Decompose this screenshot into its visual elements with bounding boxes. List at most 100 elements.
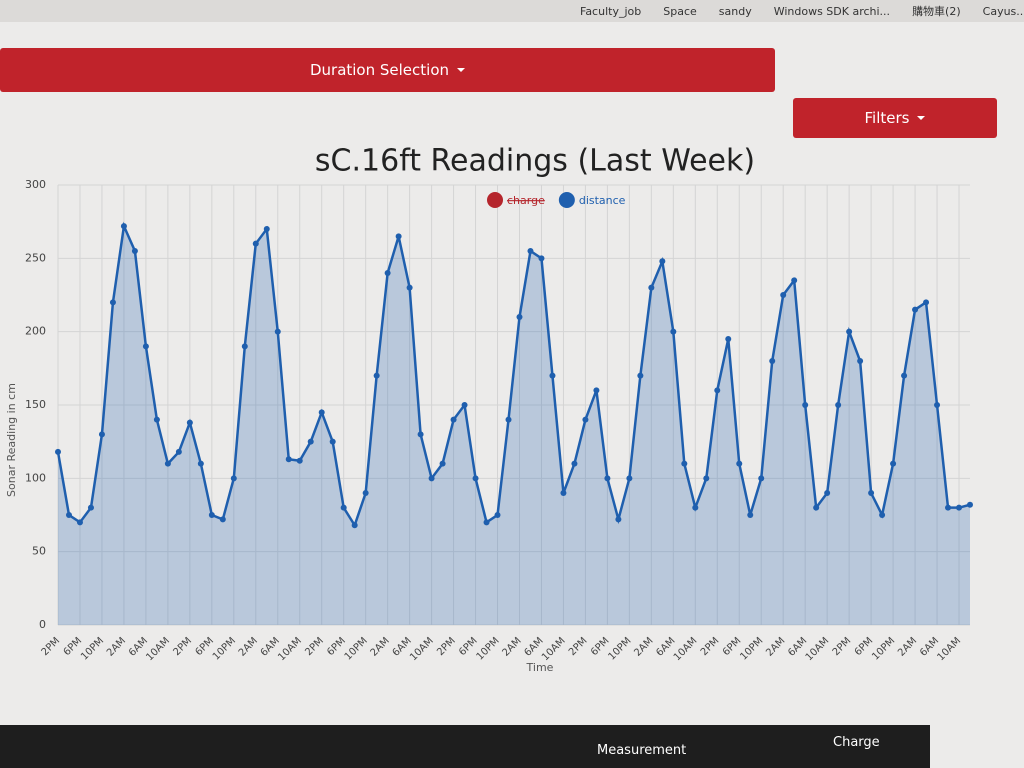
legend-marker xyxy=(487,192,503,208)
point xyxy=(736,460,743,467)
point xyxy=(714,387,721,394)
point xyxy=(791,277,798,284)
point xyxy=(538,255,545,262)
point xyxy=(186,419,193,426)
point xyxy=(571,460,578,467)
x-tick-label: 2PM xyxy=(435,635,458,658)
point xyxy=(769,358,776,364)
point xyxy=(362,490,369,496)
point xyxy=(55,448,61,455)
point xyxy=(725,336,732,342)
point xyxy=(472,475,479,482)
point xyxy=(912,306,919,313)
duration-button[interactable]: Duration Selection xyxy=(0,48,775,92)
x-tick-label: 2PM xyxy=(40,635,63,658)
bookmark[interactable]: Space xyxy=(663,4,697,18)
bookmark[interactable]: Windows SDK archi... xyxy=(773,4,891,18)
point xyxy=(406,284,413,291)
point xyxy=(428,475,435,482)
tab[interactable]: Charge xyxy=(833,735,880,750)
point xyxy=(747,512,754,518)
point xyxy=(604,475,611,482)
bookmark[interactable]: Faculty_job xyxy=(580,4,642,18)
bookmark[interactable]: 購物車(2) xyxy=(912,5,961,18)
point xyxy=(208,512,215,518)
y-axis-label: Sonar Reading in cm xyxy=(5,383,18,497)
bookmarks-bar: Faculty_job Space sandy Windows SDK arch… xyxy=(0,0,1024,22)
y-tick-label: 300 xyxy=(25,178,46,191)
point xyxy=(153,416,160,423)
point xyxy=(593,387,600,394)
point xyxy=(296,457,303,464)
x-tick-label: 2AM xyxy=(369,635,392,658)
x-tick-label: 10PM xyxy=(606,635,633,662)
point xyxy=(373,372,380,379)
y-tick-label: 200 xyxy=(25,325,46,338)
bookmark[interactable]: sandy xyxy=(718,4,752,18)
x-tick-label: 10AM xyxy=(804,635,832,663)
point xyxy=(164,460,171,467)
x-tick-label: 10PM xyxy=(79,635,106,662)
point xyxy=(780,292,787,298)
x-tick-label: 2AM xyxy=(105,635,128,658)
point xyxy=(934,402,941,408)
point xyxy=(384,270,391,276)
point xyxy=(252,240,259,247)
x-tick-label: 10AM xyxy=(408,635,436,663)
point xyxy=(857,358,864,364)
x-tick-label: 10PM xyxy=(870,635,897,662)
filters-button[interactable]: Filters xyxy=(793,98,997,138)
point xyxy=(659,258,666,265)
point xyxy=(516,314,523,320)
x-tick-label: 2PM xyxy=(567,635,590,658)
point xyxy=(395,233,402,240)
point xyxy=(318,409,325,416)
point xyxy=(648,284,655,291)
legend-label: charge xyxy=(507,194,545,207)
point xyxy=(439,460,446,467)
point xyxy=(175,448,182,455)
x-tick-label: 10PM xyxy=(343,635,370,662)
point xyxy=(890,460,897,467)
chart: sC.16ft Readings (Last Week) Time Sonar … xyxy=(5,144,973,674)
x-tick-label: 10AM xyxy=(540,635,568,663)
point xyxy=(956,504,963,511)
y-tick-label: 0 xyxy=(39,618,46,631)
point xyxy=(802,402,809,408)
point xyxy=(241,343,248,350)
x-tick-label: 2AM xyxy=(632,635,655,658)
point xyxy=(120,223,127,230)
point xyxy=(274,328,281,335)
point xyxy=(483,519,490,526)
tab[interactable]: Measurement xyxy=(597,743,687,758)
point xyxy=(329,438,336,445)
bookmark[interactable]: Cayus... xyxy=(982,4,1024,18)
tab-bar: Measurement Charge xyxy=(0,725,930,768)
x-tick-label: 2AM xyxy=(764,635,787,658)
line xyxy=(56,221,971,529)
point xyxy=(923,299,930,306)
x-tick-label: 10AM xyxy=(936,635,964,663)
point xyxy=(813,504,820,511)
x-tick-label: 2AM xyxy=(237,635,260,658)
x-tick-label: 2AM xyxy=(896,635,919,658)
point xyxy=(703,475,710,482)
point xyxy=(340,504,347,511)
point xyxy=(263,226,270,232)
x-tick-label: 2PM xyxy=(303,635,326,658)
point xyxy=(285,456,292,463)
point xyxy=(637,372,644,379)
x-tick-label: 2PM xyxy=(699,635,722,658)
point xyxy=(76,519,83,526)
y-tick-label: 50 xyxy=(32,545,46,558)
point xyxy=(670,328,677,335)
point xyxy=(87,504,94,511)
point xyxy=(967,501,973,508)
point xyxy=(450,416,457,423)
point xyxy=(824,490,831,496)
point xyxy=(65,512,72,518)
point xyxy=(98,431,105,438)
y-tick-label: 150 xyxy=(25,398,46,411)
point xyxy=(868,490,875,496)
point xyxy=(527,248,534,254)
